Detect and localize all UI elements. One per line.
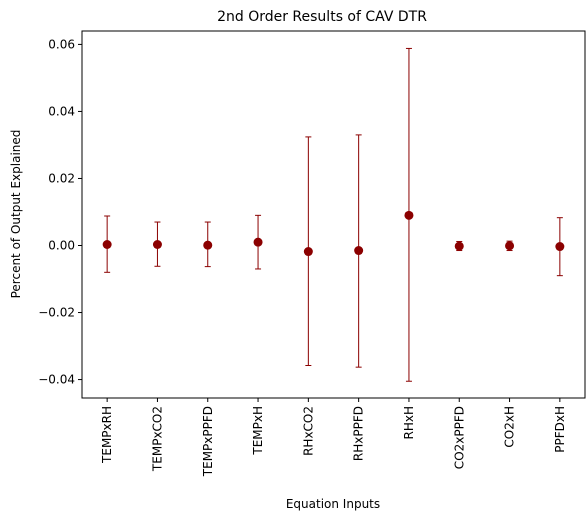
y-axis-title: Percent of Output Explained [9,130,23,299]
y-tick-label: −0.02 [38,306,75,320]
plot-frame [81,30,586,399]
y-tick-label: 0.06 [48,37,75,51]
y-tick-label: 0.02 [48,171,75,185]
x-tick-label: PPFDxH [553,406,567,453]
data-point [404,210,414,220]
markers [102,210,565,257]
x-tick-label: CO2xPPFD [452,406,466,469]
y-tick-label: 0.04 [48,104,75,118]
plot-area [82,31,585,398]
data-point [253,237,263,247]
x-axis-title: Equation Inputs [286,497,380,511]
y-axis: −0.04 −0.02 0.00 0.02 0.04 0.06 [38,37,82,387]
x-tick-label: RHxPPFD [352,406,366,461]
y-tick-label: −0.04 [38,373,75,387]
x-tick-label: RHxH [402,406,416,440]
data-point [555,242,565,252]
x-axis: TEMPxRH TEMPxCO2 TEMPxPPFD TEMPxH RHxCO2 RHxP… [100,398,567,477]
x-tick-label: TEMPxRH [100,406,114,464]
x-tick-label: TEMPxCO2 [150,406,164,472]
x-tick-label: TEMPxH [251,406,265,456]
data-point [203,240,213,250]
x-tick-label: CO2xH [503,406,517,448]
y-tick-label: 0.00 [48,239,75,253]
data-point [454,241,464,251]
data-point [505,241,515,251]
chart-title: 2nd Order Results of CAV DTR [217,9,427,25]
data-point [354,246,364,256]
x-tick-label: TEMPxPPFD [201,406,215,477]
data-point [303,247,313,257]
x-tick-label: RHxCO2 [301,406,315,456]
data-point [102,239,112,249]
data-point [152,239,162,249]
